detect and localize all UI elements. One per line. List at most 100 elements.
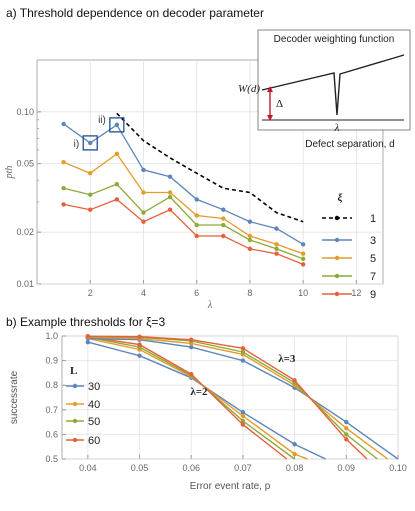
data-point (189, 337, 194, 342)
data-point (85, 334, 91, 339)
legend-entry: 50 (88, 416, 100, 428)
series-line-xi-9 (63, 198, 304, 266)
data-point (274, 226, 279, 231)
data-point (221, 207, 226, 212)
data-point (88, 207, 93, 212)
data-point (167, 194, 173, 200)
x-axis-label: λ (207, 300, 213, 311)
annotation-label: i) (74, 139, 80, 150)
data-point (189, 344, 194, 350)
inset-weighting-curve (261, 54, 405, 116)
panel-a-chart: 2 4 6 8 10 12 0.01 0.02 0.05 0.10 λ pth i) ii) ξ 1 3 5 7 9 D… (4, 29, 411, 311)
data-point (292, 451, 297, 457)
data-point (141, 167, 146, 173)
data-point (167, 174, 173, 179)
legend-marker (334, 255, 340, 261)
data-point (292, 442, 297, 447)
data-point (189, 371, 194, 377)
y-axis-label: successrate (9, 370, 20, 424)
legend-entry: 5 (370, 253, 376, 265)
inset-delta-arrowhead-down (267, 115, 273, 121)
series-line-xi-1 (116, 112, 304, 223)
x-tick-label: 0.08 (286, 463, 304, 473)
data-point (221, 216, 226, 221)
data-point (61, 121, 66, 127)
data-point (247, 233, 253, 239)
annotation-label: λ=3 (278, 353, 296, 365)
y-tick-label: 0.8 (45, 380, 58, 390)
y-tick-label: 1.0 (45, 331, 58, 341)
inset-lambda-label: λ (334, 122, 340, 134)
data-point (240, 422, 246, 427)
legend-marker (72, 437, 78, 443)
data-point (194, 222, 199, 228)
data-point (141, 190, 146, 195)
x-tick-label: 2 (88, 288, 93, 298)
panel-b-title: b) Example thresholds for ξ=3 (6, 315, 165, 329)
data-point (114, 151, 120, 157)
legend-marker (334, 237, 340, 243)
data-point (194, 197, 199, 202)
y-tick-label: 0.5 (45, 454, 58, 464)
annotation-box (82, 135, 98, 151)
y-tick-label: 0.7 (45, 405, 58, 415)
y-tick-label: 0.10 (16, 107, 34, 117)
legend-entry: 40 (88, 399, 100, 411)
legend-entry: 3 (370, 235, 376, 247)
data-point (344, 426, 349, 431)
data-point (274, 251, 279, 256)
data-point (240, 413, 246, 419)
x-tick-label: 0.10 (389, 463, 407, 473)
data-point (221, 222, 226, 228)
legend-entry: 1 (370, 213, 376, 225)
series-line-xi-3 (63, 123, 304, 245)
data-point (300, 256, 306, 262)
series-line-xi-5 (63, 152, 304, 255)
panel-b-chart: 0.04 0.05 0.06 0.07 0.08 0.09 0.10 0.5 0.6 0.7 0.8… (9, 331, 407, 492)
x-tick-label: 0.05 (131, 463, 149, 473)
data-point (141, 219, 146, 224)
data-point (61, 186, 66, 191)
data-point (240, 418, 246, 424)
y-tick-label: 0.02 (16, 227, 34, 237)
x-tick-label: 0.06 (182, 463, 200, 473)
data-point (247, 246, 253, 252)
inset-x-label: Defect separation, d (305, 139, 395, 150)
data-point (88, 140, 93, 146)
data-point (137, 342, 142, 347)
series-line-xi-7 (63, 183, 304, 260)
data-point (240, 346, 246, 351)
data-point (194, 213, 199, 218)
data-point (274, 246, 279, 252)
x-tick-label: 0.09 (338, 463, 356, 473)
data-point (114, 197, 120, 202)
x-tick-label: 6 (194, 288, 199, 298)
y-tick-label: 0.05 (16, 159, 34, 169)
inset-delta-label: Δ (276, 98, 283, 110)
x-axis-label: Error event rate, p (190, 481, 271, 492)
data-point (167, 207, 173, 212)
x-tick-label: 10 (298, 288, 308, 298)
data-point (247, 237, 253, 243)
data-point (167, 190, 173, 195)
data-point (194, 233, 199, 239)
data-point (114, 181, 120, 187)
inset-y-label: W(d) (238, 83, 260, 95)
data-point (137, 353, 142, 358)
legend-marker (72, 401, 78, 407)
data-point (61, 159, 66, 165)
legend-entry: 60 (88, 435, 100, 447)
data-point (141, 210, 146, 215)
data-point (221, 233, 226, 239)
data-point (300, 242, 306, 247)
data-point (240, 410, 246, 415)
data-point (344, 437, 349, 442)
data-point (88, 171, 93, 176)
legend-marker (334, 291, 340, 297)
data-point (344, 432, 349, 437)
data-point (240, 349, 246, 355)
x-tick-label: 0.07 (234, 463, 252, 473)
annotation-label: λ=2 (190, 386, 208, 398)
data-point (240, 358, 246, 363)
data-point (247, 219, 253, 224)
